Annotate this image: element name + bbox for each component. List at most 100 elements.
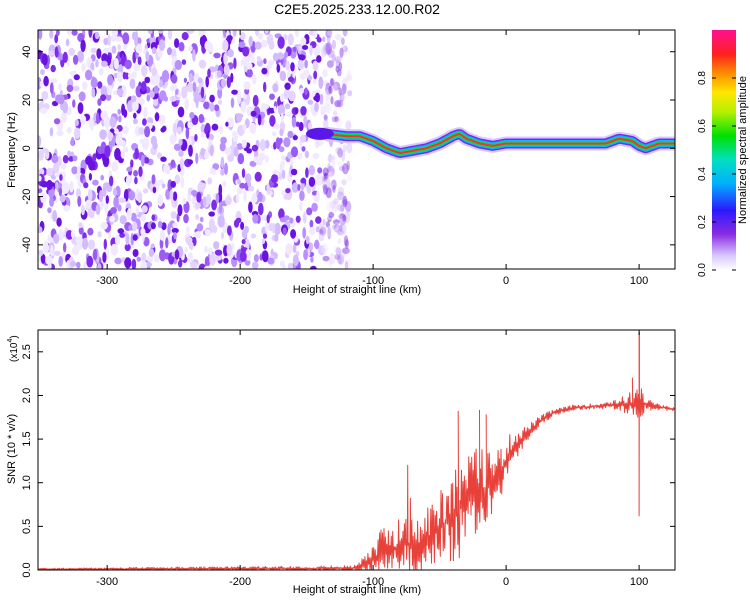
noise-speck: [200, 86, 205, 99]
noise-speck: [97, 81, 103, 89]
noise-speck: [113, 187, 117, 196]
noise-speck: [61, 182, 70, 195]
noise-speck: [275, 137, 281, 150]
noise-speck: [43, 75, 49, 87]
noise-speck: [157, 48, 163, 59]
noise-speck: [72, 155, 78, 162]
noise-speck: [292, 46, 297, 53]
noise-speck: [76, 261, 81, 269]
noise-speck: [325, 221, 330, 228]
noise-speck: [123, 146, 129, 153]
noise-speck: [118, 197, 126, 203]
noise-speck: [188, 45, 193, 52]
noise-speck: [342, 144, 347, 153]
noise-speck: [215, 193, 220, 204]
noise-speck: [38, 30, 43, 40]
x-tick-label: 100: [630, 275, 648, 287]
noise-speck: [287, 130, 294, 139]
noise-speck: [178, 150, 184, 157]
noise-speck: [133, 112, 137, 119]
noise-speck: [87, 189, 93, 202]
noise-speck: [313, 60, 318, 71]
colorbar-ticks: 0.0 0.2 0.4 0.6 0.8: [697, 71, 736, 277]
noise-speck: [341, 37, 345, 45]
noise-speck: [335, 65, 340, 73]
noise-speck: [227, 117, 234, 128]
noise-speck: [325, 95, 330, 101]
noise-speck: [126, 100, 134, 113]
noise-speck: [322, 68, 328, 78]
noise-speck: [90, 121, 94, 131]
signal-track-band-4: [325, 132, 675, 154]
noise-speck: [55, 181, 59, 190]
noise-speck: [188, 73, 193, 83]
noise-speck: [341, 150, 346, 162]
noise-speck: [138, 166, 143, 177]
noise-speck: [330, 45, 335, 51]
noise-speck: [56, 30, 60, 37]
noise-speck: [220, 168, 225, 176]
noise-speck: [50, 64, 56, 73]
noise-speck: [280, 112, 284, 123]
noise-speck: [132, 221, 138, 232]
noise-speck: [325, 30, 332, 38]
noise-speck: [283, 215, 290, 221]
noise-speck: [251, 261, 259, 269]
noise-speck: [154, 112, 160, 122]
noise-speck: [153, 99, 159, 106]
noise-speck: [166, 47, 173, 56]
noise-speck: [70, 230, 75, 239]
spectrogram-y-ticks: -40 -20 0 20 40: [21, 46, 675, 253]
noise-speck: [290, 62, 295, 72]
noise-speck: [140, 81, 147, 92]
noise-speck: [267, 257, 275, 265]
noise-speck: [95, 59, 99, 68]
noise-speck: [92, 179, 99, 186]
noise-speck: [163, 96, 168, 102]
snr-panel: -300 -200 -100 0 100 0.0 0.5 1.0 1.5 2.0 2.5 Heig…: [6, 329, 676, 596]
noise-speck: [158, 114, 166, 125]
noise-speck: [96, 48, 102, 59]
noise-speck: [304, 59, 308, 69]
noise-speck: [198, 113, 205, 124]
noise-speck: [44, 148, 50, 160]
noise-speck: [54, 193, 58, 204]
noise-speck: [71, 166, 78, 175]
noise-speck: [161, 222, 167, 231]
noise-speck: [339, 165, 345, 172]
noise-speck: [305, 167, 309, 178]
noise-speck: [85, 199, 92, 210]
noise-speck: [141, 252, 147, 263]
noise-speck: [220, 136, 227, 145]
noise-speck: [333, 227, 339, 234]
noise-speck: [181, 59, 187, 65]
noise-speck: [290, 146, 299, 158]
noise-speck: [107, 131, 113, 142]
noise-speck: [272, 131, 277, 137]
noise-speck: [187, 252, 193, 264]
noise-speck: [328, 153, 332, 163]
noise-speck: [346, 69, 352, 80]
noise-speck: [62, 155, 69, 164]
noise-speck: [271, 174, 278, 184]
noise-speck: [266, 214, 270, 224]
noise-speck: [335, 117, 343, 129]
noise-speck: [69, 71, 76, 77]
noise-speck: [304, 150, 309, 159]
noise-speck: [149, 89, 155, 99]
noise-speck: [338, 87, 343, 96]
noise-speck: [124, 59, 132, 70]
noise-speck: [308, 165, 315, 176]
y-tick-label: 0: [21, 145, 33, 151]
noise-speck: [50, 244, 54, 257]
noise-speck: [194, 231, 202, 239]
noise-speck: [337, 238, 342, 245]
noise-speck: [323, 172, 329, 180]
noise-speck: [235, 217, 242, 224]
noise-speck: [82, 237, 89, 250]
noise-speck: [220, 78, 226, 88]
noise-speck: [347, 90, 353, 97]
noise-speck: [209, 102, 215, 112]
noise-speck: [329, 200, 337, 209]
noise-speck: [224, 162, 228, 175]
